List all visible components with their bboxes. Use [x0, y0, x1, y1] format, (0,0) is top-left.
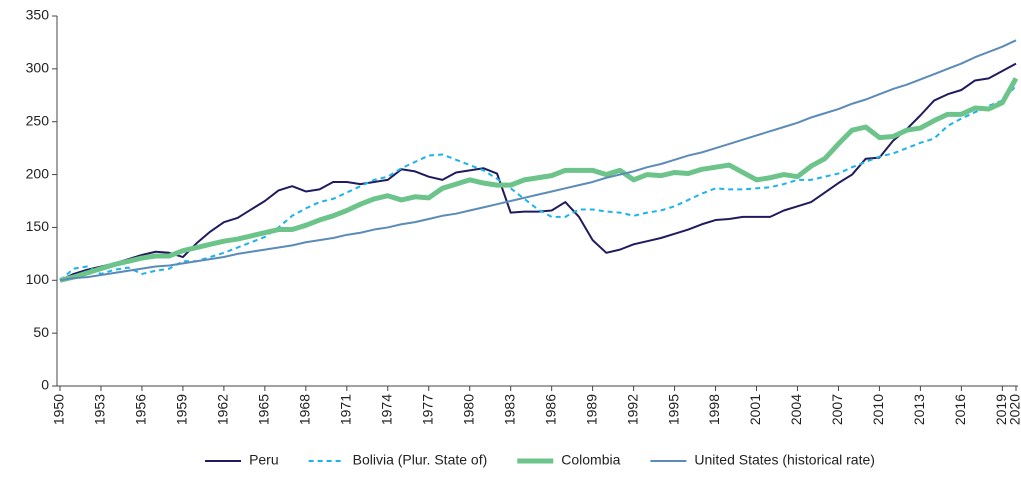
x-tick-label: 1968	[297, 394, 313, 425]
x-tick-label: 2007	[829, 394, 845, 425]
x-tick-label: 1965	[256, 394, 272, 425]
y-tick-label: 300	[26, 60, 50, 76]
legend-label: United States (historical rate)	[694, 452, 875, 468]
x-tick-label: 1992	[624, 394, 640, 425]
series-line	[59, 39, 1017, 282]
x-tick-label: 1974	[378, 394, 394, 425]
x-tick-label: 1980	[460, 394, 476, 425]
y-tick-label: 150	[26, 218, 50, 234]
x-tick-label: 1983	[501, 394, 517, 425]
series-line	[59, 77, 1019, 283]
x-tick-label: 1971	[338, 394, 354, 425]
y-tick-label: 100	[26, 271, 50, 287]
x-tick-label: 2016	[952, 394, 968, 425]
x-tick-label: 1962	[215, 394, 231, 425]
x-tick-label: 1977	[419, 394, 435, 425]
y-tick-label: 350	[26, 7, 50, 23]
y-tick-label: 0	[41, 377, 49, 393]
x-tick-label: 2019	[993, 394, 1009, 425]
x-tick-label: 1989	[583, 394, 599, 425]
x-tick-label: 1959	[174, 394, 190, 425]
y-tick-label: 50	[33, 324, 49, 340]
legend-label: Colombia	[561, 452, 620, 468]
x-tick-label: 1998	[706, 394, 722, 425]
x-tick-label: 1956	[133, 394, 149, 425]
x-tick-label: 1950	[51, 394, 67, 425]
legend-label: Bolivia (Plur. State of)	[353, 452, 488, 468]
x-tick-label: 2010	[870, 394, 886, 425]
x-tick-label: 1953	[92, 394, 108, 425]
x-tick-label: 1986	[542, 394, 558, 425]
x-tick-label: 1995	[665, 394, 681, 425]
x-tick-label: 2001	[747, 394, 763, 425]
series-line	[59, 85, 1017, 282]
x-tick-label: 2020	[1007, 394, 1021, 425]
y-tick-label: 250	[26, 112, 50, 128]
series-line	[59, 62, 1017, 282]
x-tick-label: 2013	[911, 394, 927, 425]
legend-label: Peru	[249, 452, 279, 468]
x-tick-label: 2004	[788, 394, 804, 425]
y-tick-label: 200	[26, 165, 50, 181]
